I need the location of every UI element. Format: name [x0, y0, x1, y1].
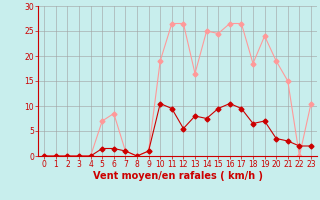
X-axis label: Vent moyen/en rafales ( km/h ): Vent moyen/en rafales ( km/h ) — [92, 171, 263, 181]
